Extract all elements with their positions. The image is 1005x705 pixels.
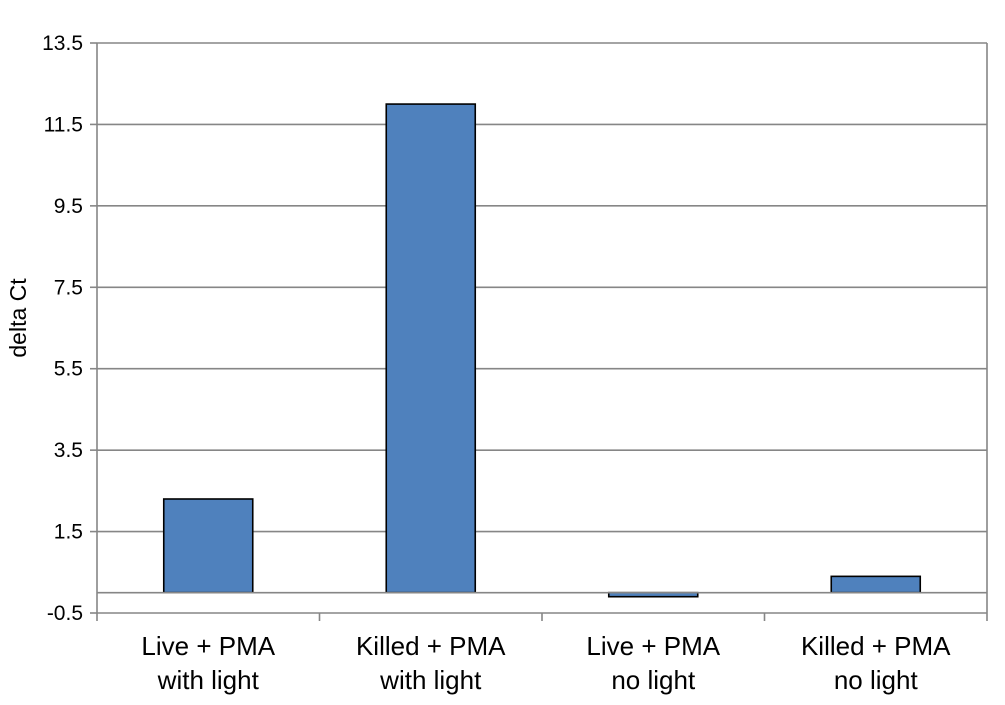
y-tick-label: 9.5 bbox=[54, 195, 83, 218]
x-category-label: Live + PMA no light bbox=[586, 631, 720, 695]
y-axis-title: delta Ct bbox=[5, 278, 31, 358]
x-category-label-line: Live + PMA bbox=[586, 631, 720, 661]
x-category-labels: Live + PMA with light Killed + PMA with lig… bbox=[141, 631, 951, 695]
bar bbox=[385, 103, 477, 594]
x-category-label-line: Killed + PMA bbox=[356, 631, 506, 661]
x-category-label: Killed + PMA no light bbox=[801, 631, 951, 695]
x-category-label-line: with light bbox=[157, 665, 260, 695]
y-tick-label: 11.5 bbox=[44, 113, 83, 136]
y-tick-label: 13.5 bbox=[42, 32, 83, 55]
x-category-label-line: with light bbox=[379, 665, 482, 695]
bar bbox=[830, 575, 922, 594]
bar bbox=[162, 498, 254, 594]
bars bbox=[162, 103, 922, 598]
x-category-label-line: Live + PMA bbox=[141, 631, 275, 661]
y-tick-label: -0.5 bbox=[47, 602, 83, 625]
x-category-label-line: no light bbox=[834, 665, 919, 695]
y-tick-label: 7.5 bbox=[54, 276, 83, 299]
y-tick-label: 1.5 bbox=[54, 521, 83, 544]
y-tick-labels: 13.5 11.5 9.5 7.5 5.5 3.5 1.5 -0.5 bbox=[42, 32, 83, 625]
y-tick-label: 5.5 bbox=[54, 358, 83, 381]
x-category-label-line: Killed + PMA bbox=[801, 631, 951, 661]
x-category-label-line: no light bbox=[611, 665, 696, 695]
y-tick-label: 3.5 bbox=[54, 439, 83, 462]
axes bbox=[90, 42, 988, 621]
x-category-label: Killed + PMA with light bbox=[356, 631, 506, 695]
x-category-label: Live + PMA with light bbox=[141, 631, 275, 695]
